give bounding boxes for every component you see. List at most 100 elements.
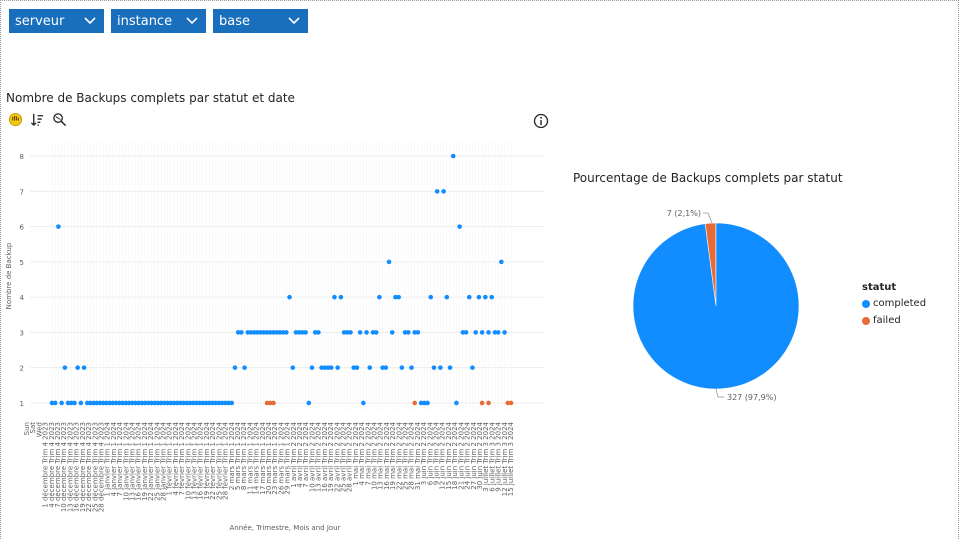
info-icon[interactable] [533,113,549,129]
x-tick-label: 19 mai Trim 2 2024 [389,421,397,490]
data-point-completed [280,330,286,335]
data-point-completed [274,330,279,335]
data-point-completed [489,294,495,300]
y-tick-label: 6 [20,224,25,232]
base-slicer-label: base [219,13,250,29]
data-point-completed [152,400,158,406]
x-tick-label: 15 juillet Trim 3 2024 [507,421,515,496]
visual-toolbar [8,112,67,127]
data-point-completed [399,365,405,370]
data-point-completed [502,330,507,335]
data-point-completed [223,400,228,406]
data-point-completed [149,400,154,406]
x-tick-label: 22 mai Trim 2 2024 [395,421,403,490]
data-point-completed [216,400,222,406]
x-tick-label: 22 janvier Trim 1 2024 [147,421,155,500]
data-point-completed [91,400,97,406]
data-point-completed [258,330,263,335]
data-point-completed [306,400,312,406]
data-point-completed [438,365,443,370]
legend-item-completed[interactable]: completed [862,298,926,309]
instance-slicer[interactable]: instance [111,9,206,33]
data-point-completed [142,400,148,406]
x-tick-label: 13 mai Trim 2 2024 [377,421,385,490]
x-tick-label: 13 avril Trim 2 2024 [315,421,323,492]
data-point-completed [296,330,302,335]
x-tick-label: 1 avril Trim 2 2024 [290,421,298,487]
x-tick-label: 18 juin Trim 2 2024 [451,421,459,489]
data-point-completed [139,400,145,406]
data-point-completed [171,400,177,406]
hand-icon[interactable] [8,112,23,127]
data-point-completed [184,400,190,406]
data-point-completed [75,365,80,370]
data-point-completed [194,400,199,406]
data-point-completed [393,294,398,300]
pie-label-failed: 7 (2,1%) [667,209,701,218]
data-point-completed [319,365,324,370]
data-point-completed [495,330,501,335]
data-point-completed [354,365,360,370]
data-point-completed [287,294,292,300]
x-tick-label: 4 janvier Trim 1 2024 [110,421,118,496]
sort-icon[interactable] [30,112,45,127]
data-point-completed [226,400,231,406]
data-point-completed [370,330,376,335]
pie-legend: statut completed failed [862,282,926,332]
chevron-down-icon [84,17,96,25]
data-point-completed [155,400,161,406]
data-point-completed [210,400,215,406]
data-point-completed [499,259,504,265]
zoom-icon[interactable] [52,112,67,127]
data-point-completed [325,365,331,370]
x-axis-label: Année, Trimestre, Mois and Jour [230,524,341,532]
data-point-completed [267,330,273,335]
data-point-completed [245,330,251,335]
data-point-completed [476,294,482,300]
data-point-completed [457,224,462,229]
x-tick-label: 26 mars Trim 1 2024 [277,421,285,494]
data-point-completed [168,400,174,406]
x-tick-label: 28 février Trim 1 2024 [222,421,230,499]
x-tick-label: 17 mars Trim 1 2024 [259,421,267,494]
data-point-completed [117,400,122,406]
x-tick-label: 9 juin Trim 2 2024 [433,421,441,485]
data-point-completed [136,400,141,406]
x-tick-label: 16 mai Trim 2 2024 [383,421,391,490]
data-point-completed [367,365,373,370]
serveur-slicer[interactable]: serveur [9,9,104,33]
data-point-completed [431,365,437,370]
legend-item-failed[interactable]: failed [862,315,926,326]
data-point-completed [88,400,93,406]
data-point-completed [107,400,113,406]
x-tick-label: 8 mars Trim 1 2024 [240,421,248,490]
x-tick-label: Wed [35,422,43,437]
leader-line-completed [715,388,724,398]
data-point-completed [129,400,135,406]
data-point-completed [380,365,385,370]
data-point-failed [479,400,485,406]
x-tick-label: 25 février Trim 1 2024 [215,421,223,499]
data-point-completed [145,400,151,406]
data-point-completed [68,400,74,406]
data-point-completed [463,330,469,335]
x-tick-label: 28 décembre Trim 4 2023 [97,422,105,512]
x-tick-label: Sun [23,422,31,435]
data-point-completed [94,400,100,406]
x-tick-label: 4 mai Trim 2 2024 [358,421,366,485]
data-point-completed [473,330,478,335]
data-point-failed [505,400,511,406]
data-point-completed [251,330,257,335]
data-point-failed [508,400,514,406]
data-point-completed [203,400,209,406]
x-tick-label: 4 avril Trim 2 2024 [296,421,304,487]
data-point-failed [264,400,270,406]
base-slicer[interactable]: base [213,9,308,33]
x-tick-label: 13 décembre Trim 4 2023 [66,422,74,512]
x-tick-label: 19 avril Trim 2 2024 [327,421,335,492]
x-tick-label: 19 février Trim 1 2024 [203,421,211,499]
x-tick-label: 30 juin Trim 2 2024 [476,421,484,489]
x-tick-label: 27 juin Trim 2 2024 [470,421,478,489]
x-tick-label: 22 décembre Trim 4 2023 [85,422,93,512]
